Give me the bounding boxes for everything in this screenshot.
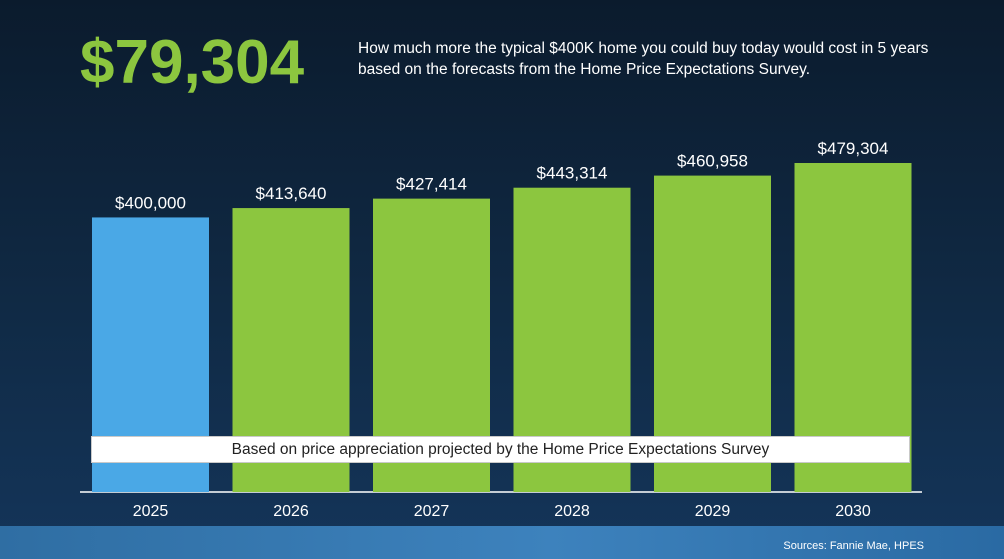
data-label-2028: $443,314	[537, 164, 608, 183]
x-tick-label-2028: 2028	[554, 503, 590, 520]
x-tick-label-2026: 2026	[273, 503, 309, 520]
x-tick-label-2025: 2025	[133, 503, 169, 520]
footer-band	[0, 526, 1004, 559]
x-tick-label-2027: 2027	[414, 503, 450, 520]
x-tick-label-2030: 2030	[835, 503, 871, 520]
data-label-2029: $460,958	[677, 152, 748, 171]
x-tick-label-2029: 2029	[695, 503, 731, 520]
data-label-2030: $479,304	[818, 139, 889, 158]
projection-note: Based on price appreciation projected by…	[91, 436, 910, 463]
headline-value: $79,304	[80, 28, 305, 97]
source-note: Sources: Fannie Mae, HPES	[783, 540, 924, 552]
headline-description: How much more the typical $400K home you…	[358, 40, 929, 78]
data-label-2025: $400,000	[115, 193, 186, 212]
data-label-2026: $413,640	[256, 184, 327, 203]
data-label-2027: $427,414	[396, 175, 467, 194]
